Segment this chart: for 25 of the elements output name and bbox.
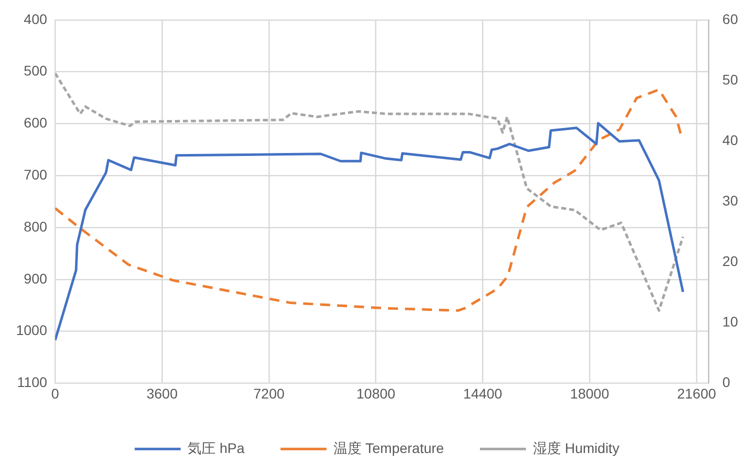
x-tick-label: 14400 <box>463 385 502 402</box>
x-tick-label: 18000 <box>570 385 610 402</box>
x-tick-label: 21600 <box>677 385 716 402</box>
y-tick-label: 1000 <box>16 322 48 338</box>
legend-label: 気圧 hPa <box>188 440 245 456</box>
x-tick-label: 0 <box>51 385 60 402</box>
y2-tick-label: 10 <box>722 314 738 330</box>
y-tick-label: 1100 <box>17 374 48 390</box>
x-tick-label: 3600 <box>146 385 178 402</box>
x-tick-label: 7200 <box>253 385 285 402</box>
y2-tick-label: 40 <box>722 132 738 148</box>
y-tick-label: 900 <box>24 270 48 286</box>
y2-tick-label: 50 <box>722 71 738 88</box>
y2-tick-label: 30 <box>722 192 738 208</box>
y-tick-label: 700 <box>24 166 48 183</box>
legend-label: 温度 Temperature <box>333 440 444 456</box>
y-tick-label: 400 <box>24 10 48 27</box>
x-tick-label: 10800 <box>356 385 396 402</box>
y2-tick-label: 0 <box>722 374 730 390</box>
y-tick-label: 500 <box>24 62 48 79</box>
y-tick-label: 600 <box>24 114 48 131</box>
y2-tick-label: 20 <box>722 252 738 269</box>
legend-label: 湿度 Humidity <box>532 440 620 456</box>
y-tick-label: 800 <box>24 218 48 234</box>
y2-tick-label: 60 <box>722 10 738 27</box>
